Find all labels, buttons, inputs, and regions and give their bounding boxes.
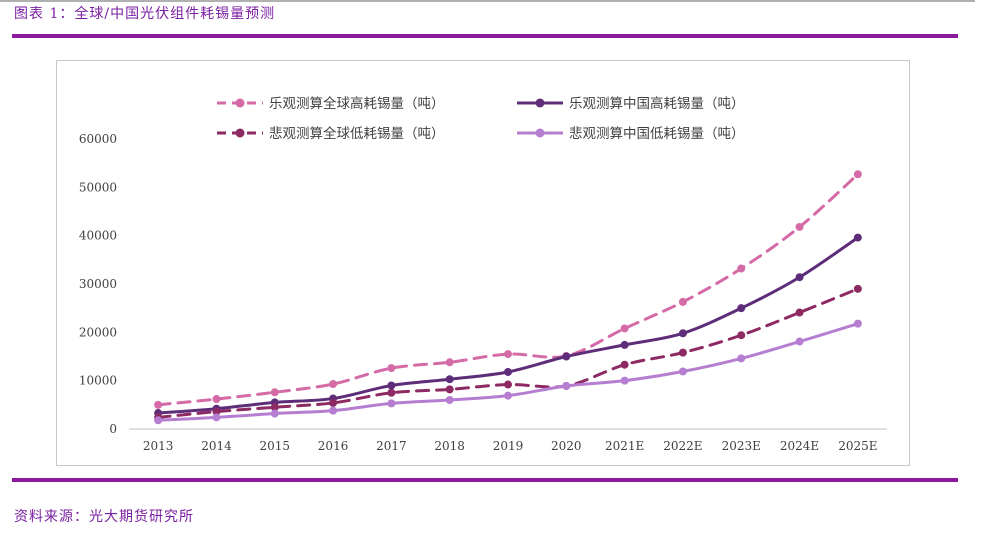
series-4 — [154, 319, 862, 425]
series-2 — [154, 233, 862, 418]
x-tick-label: 2019 — [493, 439, 524, 453]
data-point — [329, 406, 338, 415]
data-point — [853, 284, 862, 293]
chart-frame: 乐观测算全球高耗锡量（吨） 乐观测算中国高耗锡量（吨） 悲观测算全球低耗锡量（吨） 悲… — [56, 60, 910, 466]
data-point — [678, 348, 687, 357]
x-tick-label: 2022E — [663, 439, 702, 453]
y-tick-label: 60000 — [79, 132, 117, 146]
data-point — [678, 329, 687, 338]
data-point — [737, 304, 746, 313]
x-tick-label: 2025E — [838, 439, 877, 453]
series-group — [154, 170, 862, 425]
data-point — [620, 324, 629, 333]
x-tick-label: 2018 — [434, 439, 465, 453]
x-tick-label: 2024E — [780, 439, 819, 453]
data-point — [504, 380, 512, 389]
y-tick-label: 40000 — [79, 229, 117, 243]
source-note: 资料来源：光大期货研究所 — [14, 509, 194, 525]
x-tick-label: 2020 — [551, 439, 582, 453]
legend-swatch-marker — [235, 128, 245, 138]
data-point — [329, 398, 338, 407]
y-tick-label: 10000 — [79, 374, 117, 388]
data-point — [154, 416, 163, 425]
data-point — [853, 170, 862, 179]
data-point — [270, 409, 279, 418]
x-tick-label: 2021E — [605, 439, 644, 453]
data-point — [270, 388, 279, 397]
data-point — [504, 367, 512, 376]
data-point — [212, 407, 221, 416]
top-border-line — [0, 0, 975, 2]
data-point — [387, 381, 396, 390]
data-point — [853, 319, 862, 328]
data-point — [504, 391, 512, 400]
data-point — [737, 264, 746, 273]
legend-label: 悲观测算中国低耗锡量（吨） — [569, 125, 745, 142]
data-point — [620, 376, 629, 385]
y-tick-label: 30000 — [79, 277, 117, 291]
x-axis: 2013 2014 2015 2016 2017 2018 2019 2020 2021E 202… — [129, 428, 887, 453]
data-point — [387, 399, 396, 408]
data-point — [387, 364, 396, 373]
data-point — [795, 273, 804, 282]
data-point — [329, 380, 338, 389]
figure-title: 图表 1：全球/中国光伏组件耗锡量预测 — [14, 6, 276, 22]
x-tick-label: 2015 — [259, 439, 290, 453]
line-chart: 乐观测算全球高耗锡量（吨） 乐观测算中国高耗锡量（吨） 悲观测算全球低耗锡量（吨） 悲… — [79, 95, 887, 453]
x-tick-label: 2013 — [143, 439, 174, 453]
data-point — [445, 375, 454, 384]
legend-label: 乐观测算中国高耗锡量（吨） — [569, 95, 745, 112]
legend-label: 悲观测算全球低耗锡量（吨） — [269, 125, 445, 142]
data-point — [620, 360, 629, 369]
legend-item: 悲观测算中国低耗锡量（吨） — [517, 125, 745, 142]
series-3 — [154, 284, 862, 422]
x-tick-label: 2017 — [376, 439, 407, 453]
y-tick-label: 0 — [109, 422, 117, 436]
data-point — [270, 403, 279, 412]
legend-item: 悲观测算全球低耗锡量（吨） — [217, 125, 445, 142]
data-point — [445, 358, 454, 367]
legend-swatch-marker — [535, 128, 545, 138]
data-point — [387, 388, 396, 397]
x-tick-label: 2014 — [201, 439, 232, 453]
y-axis: 0 10000 20000 30000 40000 50000 60000 — [79, 132, 117, 436]
x-tick-label: 2016 — [318, 439, 349, 453]
data-point — [620, 340, 629, 349]
data-point — [678, 297, 687, 306]
footer-divider — [12, 478, 958, 482]
data-point — [445, 385, 454, 394]
data-point — [795, 337, 804, 346]
data-point — [445, 396, 454, 404]
legend-label: 乐观测算全球高耗锡量（吨） — [269, 95, 445, 112]
data-point — [212, 413, 221, 422]
data-point — [737, 331, 746, 340]
chart-legend: 乐观测算全球高耗锡量（吨） 乐观测算中国高耗锡量（吨） 悲观测算全球低耗锡量（吨） 悲… — [217, 95, 745, 142]
legend-swatch-marker — [535, 98, 545, 108]
data-point — [212, 395, 221, 404]
data-point — [853, 233, 862, 242]
legend-swatch-marker — [235, 98, 245, 108]
data-point — [504, 350, 512, 359]
title-divider — [12, 34, 958, 38]
data-point — [795, 222, 804, 231]
data-point — [154, 400, 163, 409]
x-tick-label: 2023E — [722, 439, 761, 453]
data-point — [795, 308, 804, 317]
legend-item: 乐观测算全球高耗锡量（吨） — [217, 95, 445, 112]
data-point — [562, 352, 571, 361]
data-point — [562, 381, 571, 390]
data-point — [678, 367, 687, 376]
y-tick-label: 20000 — [79, 325, 117, 339]
legend-item: 乐观测算中国高耗锡量（吨） — [517, 95, 745, 112]
data-point — [737, 354, 746, 363]
y-tick-label: 50000 — [79, 180, 117, 194]
